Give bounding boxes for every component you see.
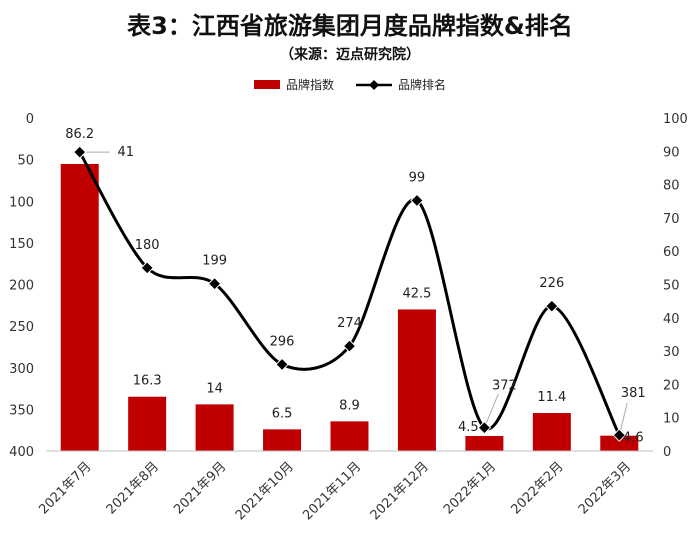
rank-marker	[410, 193, 424, 208]
x-tick-label: 2022年1月	[441, 459, 499, 517]
y-right-tick-label: 20	[663, 378, 680, 393]
rank-data-label: 180	[135, 238, 160, 253]
bar	[128, 396, 167, 451]
y-left-tick-label: 300	[9, 362, 34, 377]
index-data-label: 4.5	[458, 420, 479, 435]
rank-data-label: 274	[337, 316, 362, 331]
label-leader-line	[483, 393, 499, 428]
x-tick-label: 2021年10月	[233, 459, 297, 523]
chart-subtitle: （来源：迈点研究院）	[280, 47, 420, 63]
y-left-tick-label: 250	[9, 320, 34, 335]
bar	[600, 435, 639, 451]
x-tick-label: 2021年9月	[171, 459, 229, 517]
rank-marker	[275, 357, 289, 372]
bar	[195, 404, 234, 451]
legend: 品牌指数 品牌排名	[0, 76, 700, 93]
rank-marker	[207, 276, 222, 291]
x-tick-label: 2021年12月	[368, 459, 432, 523]
y-left-tick-label: 350	[9, 403, 34, 418]
index-data-label: 4.6	[623, 431, 644, 446]
bar	[60, 163, 99, 452]
y-right-tick-label: 50	[663, 279, 680, 294]
bar	[465, 436, 504, 451]
y-right-tick-label: 60	[663, 245, 680, 260]
rank-data-label: 199	[202, 254, 227, 269]
legend-line-swatch	[356, 79, 392, 90]
legend-bar-label: 品牌指数	[285, 78, 334, 92]
index-data-label: 8.9	[339, 398, 360, 413]
y-right-tick-label: 0	[663, 445, 671, 460]
rank-data-label: 381	[621, 386, 646, 401]
y-right-tick-label: 90	[663, 145, 680, 160]
rank-data-label: 99	[409, 170, 426, 185]
y-left-tick-label: 200	[9, 279, 34, 294]
bar	[397, 309, 436, 451]
legend-item-bar: 品牌指数	[253, 76, 334, 93]
y-right-tick-label: 40	[663, 312, 680, 327]
index-data-label: 86.2	[65, 127, 94, 142]
x-tick-label: 2021年11月	[300, 459, 364, 523]
rank-marker	[73, 145, 87, 159]
rank-data-label: 226	[539, 276, 564, 291]
rank-marker	[612, 428, 626, 442]
x-tick-label: 2022年2月	[508, 459, 566, 517]
chart-title: 表3：江西省旅游集团月度品牌指数&排名	[127, 12, 573, 40]
legend-bar-swatch	[253, 80, 280, 89]
index-data-label: 11.4	[537, 390, 566, 405]
rank-marker	[342, 339, 357, 353]
y-right-tick-label: 70	[663, 212, 680, 227]
legend-item-line: 品牌排名	[356, 76, 446, 93]
y-left-tick-label: 400	[9, 445, 34, 460]
rank-marker	[140, 261, 154, 275]
y-left-tick-label: 100	[9, 195, 34, 210]
x-tick-label: 2022年3月	[576, 459, 634, 517]
index-data-label: 16.3	[133, 374, 162, 389]
y-left-tick-label: 0	[26, 112, 34, 127]
y-right-tick-label: 80	[663, 179, 680, 194]
rank-data-label: 372	[492, 379, 517, 394]
rank-line	[78, 151, 621, 436]
y-right-tick-label: 10	[663, 412, 680, 427]
rank-data-label: 296	[270, 334, 295, 349]
bar	[330, 421, 369, 451]
bar	[532, 413, 571, 451]
y-right-tick-label: 30	[663, 345, 680, 360]
index-data-label: 42.5	[402, 286, 431, 301]
rank-marker	[545, 299, 559, 313]
index-data-label: 6.5	[272, 406, 293, 421]
x-tick-label: 2021年7月	[36, 459, 94, 517]
bar	[263, 429, 302, 451]
index-data-label: 14	[206, 381, 223, 396]
y-right-tick-label: 100	[663, 112, 688, 127]
y-left-tick-label: 50	[17, 154, 34, 169]
x-tick-label: 2021年8月	[104, 459, 162, 517]
legend-line-label: 品牌排名	[398, 78, 447, 92]
rank-marker	[477, 420, 492, 435]
y-left-tick-label: 150	[9, 237, 34, 252]
rank-data-label: 41	[117, 145, 134, 160]
